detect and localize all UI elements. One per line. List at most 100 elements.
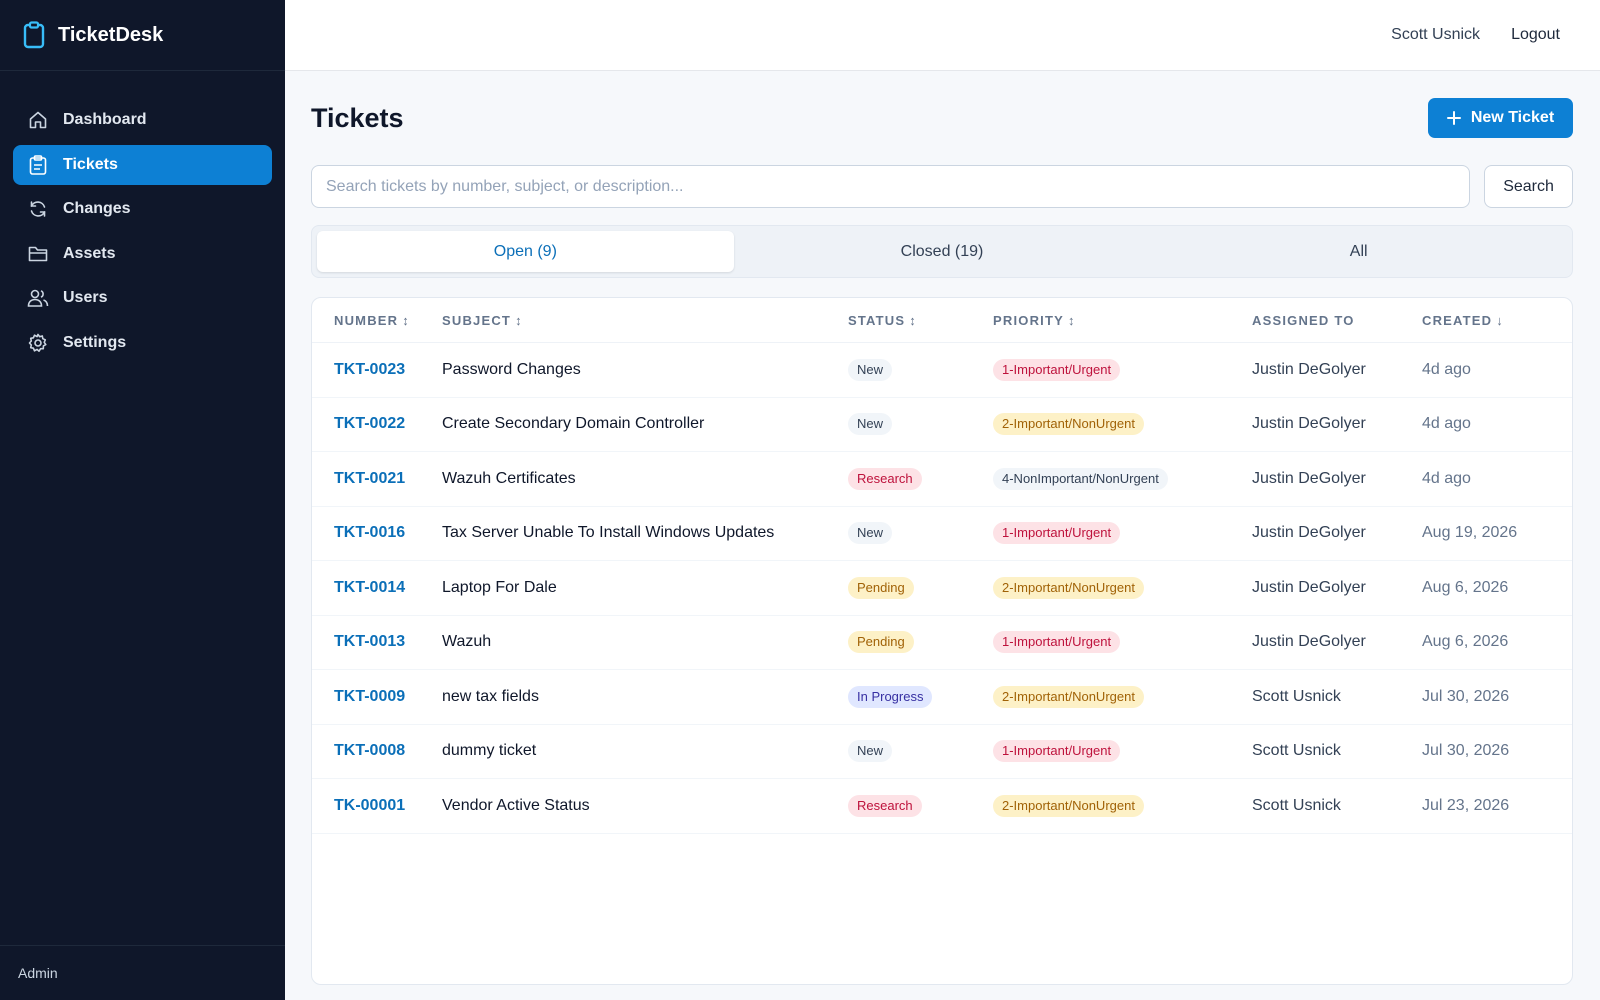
status-badge: Research — [848, 794, 922, 817]
priority-badge: 2-Important/NonUrgent — [993, 413, 1144, 436]
table-row[interactable]: TKT-0008 dummy ticket New 1-Important/Urgen… — [312, 725, 1572, 779]
table-row[interactable]: TKT-0021 Wazuh Certificates Research 4-NonI… — [312, 452, 1572, 507]
sidebar-item-dashboard[interactable]: Dashboard — [13, 100, 272, 140]
tickets-table: NUMBER ↕ SUBJECT ↕ STATUS ↕ PRIORITY ↕ ASSIG… — [311, 297, 1573, 985]
status-badge: Pending — [848, 576, 914, 599]
sidebar-footer-role: Admin — [0, 945, 285, 1000]
column-header-subject[interactable]: SUBJECT ↕ — [442, 312, 522, 328]
status-badge: New — [848, 740, 893, 763]
table-row[interactable]: TKT-0014 Laptop For Dale Pending 2-Importan… — [312, 561, 1572, 616]
sidebar-item-settings[interactable]: Settings — [13, 323, 272, 363]
search-button[interactable]: Search — [1484, 165, 1573, 208]
created-date: Jul 23, 2026 — [1422, 796, 1510, 814]
priority-badge: 1-Important/Urgent — [993, 358, 1121, 381]
table-row[interactable]: TKT-0009 new tax fields In Progress 2-Impor… — [312, 670, 1572, 725]
sort-icon: ↕ — [909, 312, 916, 328]
search-row: Search — [311, 165, 1573, 208]
created-date: Jul 30, 2026 — [1422, 687, 1510, 705]
column-header-number[interactable]: NUMBER ↕ — [334, 312, 409, 328]
assigned-to: Justin DeGolyer — [1252, 469, 1366, 487]
new-ticket-label: New Ticket — [1470, 109, 1555, 126]
created-date: 4d ago — [1422, 360, 1471, 378]
gear-icon — [27, 332, 49, 354]
assigned-to: Scott Usnick — [1252, 796, 1341, 814]
column-header-status[interactable]: STATUS ↕ — [848, 312, 916, 328]
sidebar-item-label: Tickets — [63, 155, 118, 173]
new-ticket-button[interactable]: New Ticket — [1428, 98, 1573, 138]
sidebar-item-label: Users — [63, 289, 108, 306]
created-date: 4d ago — [1422, 469, 1471, 487]
sidebar-item-changes[interactable]: Changes — [13, 189, 272, 229]
app-title: TicketDesk — [58, 23, 164, 46]
column-header-created[interactable]: CREATED ↓ — [1422, 312, 1503, 328]
sidebar: TicketDesk Dashboard Tickets Changes Ass… — [0, 0, 285, 1000]
assigned-to: Justin DeGolyer — [1252, 578, 1366, 596]
brand[interactable]: TicketDesk — [0, 0, 285, 71]
priority-badge: 4-NonImportant/NonUrgent — [993, 467, 1168, 490]
sidebar-item-label: Settings — [63, 333, 127, 351]
created-date: Aug 6, 2026 — [1422, 578, 1509, 596]
ticket-subject: Vendor Active Status — [442, 796, 590, 814]
priority-badge: 1-Important/Urgent — [993, 631, 1121, 654]
status-badge: New — [848, 358, 893, 381]
ticket-number-link[interactable]: TKT-0021 — [334, 469, 406, 487]
ticket-number-link[interactable]: TKT-0014 — [334, 578, 406, 596]
table-row[interactable]: TKT-0023 Password Changes New 1-Important/U… — [312, 343, 1572, 398]
sidebar-item-tickets[interactable]: Tickets — [13, 144, 272, 185]
tab-all[interactable]: All — [1349, 242, 1368, 260]
assigned-to: Scott Usnick — [1252, 742, 1341, 760]
tab-open[interactable]: Open (9) — [317, 231, 734, 272]
ticket-number-link[interactable]: TKT-0023 — [334, 360, 406, 378]
ticket-subject: Wazuh — [442, 633, 492, 651]
table-row[interactable]: TKT-0013 Wazuh Pending 1-Important/Urgent Ju… — [312, 616, 1572, 670]
created-date: 4d ago — [1422, 415, 1471, 433]
table-body: TKT-0023 Password Changes New 1-Important/U… — [312, 343, 1572, 834]
status-badge: New — [848, 522, 893, 545]
assigned-to: Justin DeGolyer — [1252, 415, 1366, 433]
folder-icon — [27, 243, 49, 265]
priority-badge: 1-Important/Urgent — [993, 522, 1121, 545]
table-row[interactable]: TKT-0022 Create Secondary Domain Controll… — [312, 398, 1572, 452]
main-content: Tickets New Ticket Search Open (9) Close… — [311, 71, 1573, 985]
sidebar-item-users[interactable]: Users — [13, 278, 272, 318]
ticket-number-link[interactable]: TK-00001 — [334, 796, 406, 814]
ticket-number-link[interactable]: TKT-0016 — [334, 524, 406, 542]
sidebar-item-assets[interactable]: Assets — [13, 234, 272, 274]
ticket-subject: new tax fields — [442, 687, 539, 705]
ticket-subject: dummy ticket — [442, 742, 537, 760]
created-date: Jul 30, 2026 — [1422, 742, 1510, 760]
home-icon — [27, 109, 49, 131]
refresh-icon — [27, 198, 49, 220]
ticket-number-link[interactable]: TKT-0008 — [334, 742, 406, 760]
ticket-number-link[interactable]: TKT-0013 — [334, 633, 406, 651]
ticket-filter-tabs: Open (9) Closed (19) All — [311, 225, 1573, 278]
page-header: Tickets New Ticket — [311, 71, 1573, 165]
sidebar-item-label: Dashboard — [63, 111, 147, 128]
column-header-priority[interactable]: PRIORITY ↕ — [993, 312, 1075, 328]
clipboard-icon — [27, 154, 49, 176]
sort-icon: ↕ — [1068, 312, 1075, 328]
ticket-number-link[interactable]: TKT-0022 — [334, 415, 406, 433]
sort-icon: ↓ — [1496, 312, 1503, 328]
ticket-number-link[interactable]: TKT-0009 — [334, 687, 406, 705]
table-header: NUMBER ↕ SUBJECT ↕ STATUS ↕ PRIORITY ↕ ASSIG… — [312, 298, 1572, 343]
status-badge: In Progress — [848, 685, 933, 708]
sidebar-nav: Dashboard Tickets Changes Assets Users — [0, 71, 285, 363]
logout-link[interactable]: Logout — [1511, 26, 1560, 43]
current-user-name[interactable]: Scott Usnick — [1391, 26, 1481, 43]
search-input[interactable] — [311, 165, 1471, 208]
sort-icon: ↕ — [515, 312, 522, 328]
users-icon — [27, 287, 49, 309]
plus-icon — [1446, 111, 1461, 125]
created-date: Aug 6, 2026 — [1422, 633, 1509, 651]
status-badge: Pending — [848, 631, 914, 654]
priority-badge: 2-Important/NonUrgent — [993, 576, 1144, 599]
table-row[interactable]: TK-00001 Vendor Active Status Research 2-Im… — [312, 779, 1572, 834]
ticket-subject: Create Secondary Domain Controller — [442, 415, 705, 433]
table-row[interactable]: TKT-0016 Tax Server Unable To Install Win… — [312, 507, 1572, 561]
clipboard-icon — [22, 20, 46, 50]
tab-closed[interactable]: Closed (19) — [900, 242, 984, 260]
created-date: Aug 19, 2026 — [1422, 524, 1518, 542]
column-header-assigned: ASSIGNED TO — [1252, 312, 1355, 328]
status-badge: New — [848, 413, 893, 436]
